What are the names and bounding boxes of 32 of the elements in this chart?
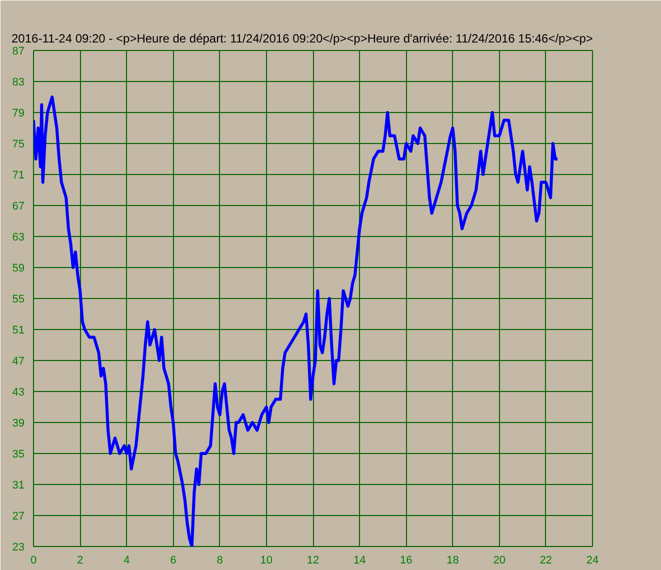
y-tick-label: 67 [12,200,25,212]
chart-title: 2016-11-24 09:20 - <p>Heure de départ: 11/24/2016 09:20</p><p>Heure d'arrivée: 11/24/2016 15:46</p><p> [12,32,593,46]
x-tick-label: 20 [493,554,506,566]
y-tick-label: 59 [12,262,25,274]
x-tick-label: 12 [306,554,320,566]
y-tick-label: 79 [12,108,25,120]
y-tick-label: 27 [12,510,25,522]
x-tick-label: 2 [77,554,84,566]
y-tick-label: 87 [12,46,25,58]
x-tick-label: 18 [446,554,459,566]
y-tick-label: 51 [12,324,25,336]
x-tick-label: 16 [400,554,412,566]
y-tick-label: 23 [12,542,25,554]
x-tick-label: 8 [216,554,223,566]
y-tick-label: 39 [12,418,25,430]
line-series [34,96,560,546]
y-tick-label: 55 [12,294,25,306]
y-tick-label: 83 [12,76,25,88]
x-tick-label: 24 [586,554,599,566]
y-tick-label: 31 [12,480,25,492]
x-tick-label: 4 [124,554,130,566]
y-tick-label: 43 [12,386,25,398]
y-tick-label: 47 [12,356,25,368]
y-tick-label: 35 [12,448,25,460]
x-tick-label: 14 [353,554,366,566]
y-tick-label: 75 [12,138,25,150]
x-tick-label: 0 [30,554,37,566]
y-tick-label: 71 [12,170,25,182]
x-tick-label: 10 [260,554,273,566]
y-tick-label: 63 [12,232,25,244]
x-tick-label: 6 [170,554,176,566]
x-tick-label: 22 [540,554,552,566]
